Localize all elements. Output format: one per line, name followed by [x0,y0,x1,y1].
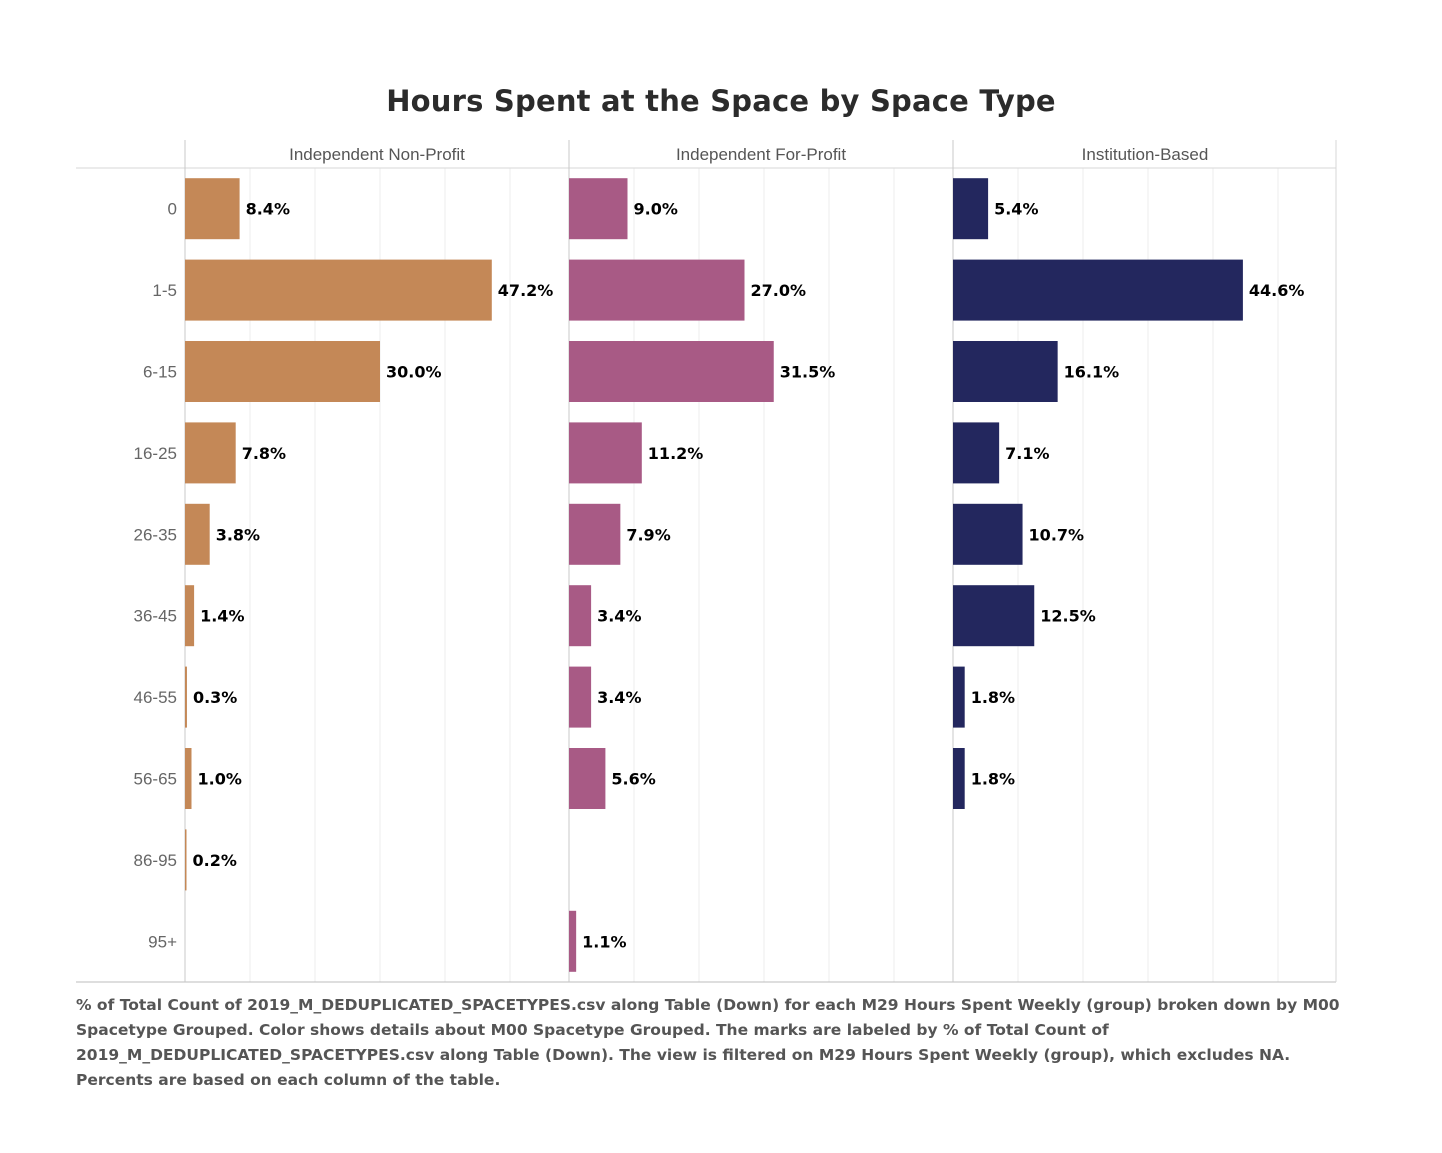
data-label: 1.4% [200,607,244,626]
data-label: 0.3% [193,688,237,707]
data-label: 1.8% [971,688,1015,707]
bar [569,748,606,809]
category-label: 36-45 [134,607,177,626]
data-label: 12.5% [1040,607,1096,626]
data-label: 44.6% [1249,281,1305,300]
category-label: 56-65 [134,770,177,789]
data-label: 7.1% [1005,444,1049,463]
data-label: 30.0% [386,363,442,382]
data-label: 16.1% [1064,363,1120,382]
bar [569,178,628,240]
data-label: 10.7% [1029,525,1085,544]
category-label: 1-5 [152,281,177,300]
bar [185,829,187,891]
bar [569,422,642,484]
data-label: 5.6% [611,770,655,789]
chart-caption: % of Total Count of 2019_M_DEDUPLICATED_… [76,996,1340,1089]
data-label: 3.8% [216,525,260,544]
data-label: 3.4% [597,607,641,626]
bar [953,259,1243,321]
bar [953,748,965,809]
data-label: 3.4% [597,688,641,707]
category-label: 86-95 [134,851,177,870]
panel-header-0: Independent Non-Profit [289,145,465,164]
bar [185,748,192,809]
bar [953,422,1000,484]
data-label: 1.0% [198,770,242,789]
bar [953,341,1058,402]
bar [953,178,989,240]
bar [185,503,210,565]
data-label: 11.2% [648,444,704,463]
panel-header-2: Institution-Based [1082,145,1209,164]
bar [569,503,621,565]
bar [569,259,745,321]
bar [569,666,592,728]
data-label: 5.4% [994,200,1038,219]
data-label: 7.9% [626,525,670,544]
data-label: 7.8% [242,444,286,463]
category-label: 26-35 [134,525,177,544]
panel-header-1: Independent For-Profit [676,145,846,164]
category-label: 16-25 [134,444,177,463]
data-label: 27.0% [751,281,807,300]
category-label: 95+ [148,932,177,951]
bar [185,422,236,484]
data-label: 9.0% [634,200,678,219]
bar [185,178,240,240]
data-label: 31.5% [780,363,836,382]
category-label: 46-55 [134,688,177,707]
bar [569,585,592,647]
bar-chart: Independent Non-Profit Independent For-Pr… [76,140,1337,983]
bar [185,259,492,321]
chart-title: Hours Spent at the Space by Space Type [386,84,1056,118]
bar [569,341,774,402]
data-label: 1.1% [582,932,626,951]
bar [569,910,577,972]
bar [185,341,380,402]
bar [185,585,195,647]
bar [953,666,965,728]
bar [953,503,1023,565]
data-label: 47.2% [498,281,554,300]
category-label: 0 [168,200,177,219]
data-label: 1.8% [971,770,1015,789]
bar [185,666,187,728]
bar [953,585,1035,647]
data-label: 0.2% [193,851,237,870]
category-label: 6-15 [143,363,177,382]
data-label: 8.4% [246,200,290,219]
